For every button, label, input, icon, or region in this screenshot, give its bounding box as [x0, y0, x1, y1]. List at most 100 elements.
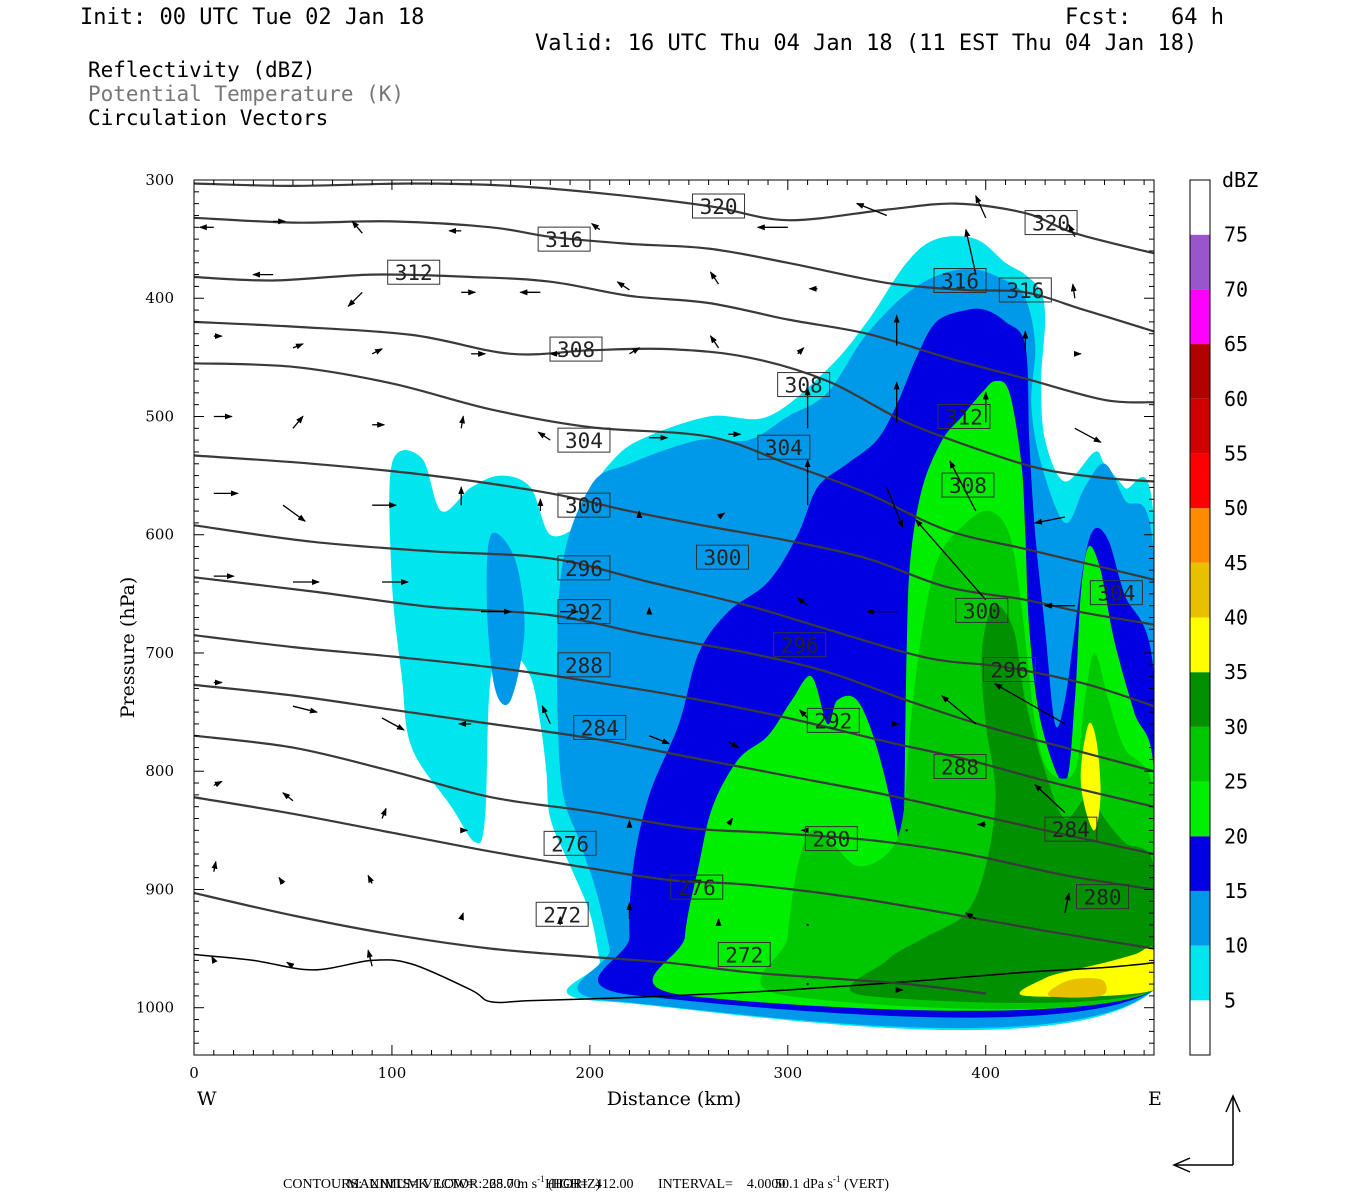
contour-label-box-308-b7 [941, 472, 995, 498]
y-tick-label-1000: 1000 [136, 999, 174, 1017]
vector-77 [726, 817, 733, 826]
vector-7 [975, 194, 987, 219]
contour-label-292-a7: 292 [565, 601, 603, 625]
max-vert-value: 50.1 dPa s [775, 1177, 833, 1192]
contour-label-272-a12: 272 [543, 903, 581, 927]
vector-73 [282, 792, 294, 802]
circulation-vectors [198, 194, 1102, 993]
reflectivity-region-40-9 [1047, 978, 1107, 998]
contour-label-284-b14: 284 [1052, 818, 1090, 842]
colorbar-seg-15 [1190, 180, 1210, 235]
colorbar-label-55: 55 [1224, 441, 1248, 465]
x-tick-label-400: 400 [971, 1064, 1000, 1082]
vector-59 [915, 519, 987, 601]
vector-94 [366, 949, 373, 967]
contour-label-308-a3: 308 [557, 338, 595, 362]
contour-label-300-b5: 300 [704, 546, 742, 570]
contour-label-box-280-a10 [804, 826, 858, 852]
contour-label-box-320-a0 [692, 193, 746, 219]
vector-92 [211, 955, 218, 965]
y-tick-label-900: 900 [145, 880, 174, 898]
contour-label-box-296-b9 [773, 632, 827, 658]
max-horiz-tag: (HORIZ) [548, 1177, 601, 1192]
vector-19 [292, 343, 304, 350]
contour-label-box-312-a2 [387, 259, 441, 285]
contour-label-300-b8: 300 [963, 599, 1001, 623]
vector-85 [458, 912, 464, 921]
vector-93 [286, 961, 295, 969]
contour-label-288-a8: 288 [565, 654, 603, 678]
colorbar-label-5: 5 [1224, 988, 1236, 1012]
vector-23 [629, 347, 641, 355]
contour-label-308-b7: 308 [949, 474, 987, 498]
colorbar-seg-11 [1190, 398, 1210, 454]
colorbar-label-75: 75 [1224, 223, 1248, 247]
contour-label-box-284-b14 [1044, 816, 1098, 842]
colorbar-label-65: 65 [1224, 332, 1248, 356]
contour-label-316-b2: 316 [1006, 279, 1044, 303]
vector-68 [798, 709, 809, 719]
theta-contour-316 [194, 216, 1154, 333]
x-tick-label-200: 200 [576, 1064, 605, 1082]
vector-41 [282, 504, 306, 522]
contour-label-280-a10: 280 [812, 828, 850, 852]
contour-label-312-b6: 312 [945, 405, 983, 429]
vector-24 [709, 335, 720, 349]
colorbar-seg-14 [1190, 234, 1210, 290]
colorbar-label-50: 50 [1224, 496, 1248, 520]
contour-label-box-312-b6 [937, 403, 991, 429]
vector-84 [367, 874, 374, 884]
colorbar-label-70: 70 [1224, 277, 1248, 301]
init-time: Init: 00 UTC Tue 02 Jan 18 [80, 5, 425, 30]
contour-label-box-320-b0 [1024, 210, 1078, 236]
valid-time: Valid: 16 UTC Thu 04 Jan 18 (11 EST Thu … [535, 31, 1198, 56]
contour-label-320-b0: 320 [1032, 212, 1070, 236]
left-arrowhead-icon [1172, 1157, 1191, 1173]
colorbar-label-25: 25 [1224, 770, 1248, 794]
colorbar-seg-6 [1190, 672, 1210, 727]
vector-16 [964, 228, 977, 275]
vector-20 [371, 348, 384, 355]
theta-contour-276 [194, 796, 1154, 950]
colorbar-seg-8 [1190, 562, 1210, 618]
max-horiz-value: 25.7 m s [489, 1177, 538, 1192]
colorbar-label-30: 30 [1224, 715, 1248, 739]
contour-label-box-300-b8 [955, 597, 1009, 623]
footer-contours: CONTOURS: UNITS=K LOW= 268.00 HIGH= 412.… [283, 1177, 786, 1192]
contour-label-276-a11: 276 [551, 832, 589, 856]
theta-contour-288 [194, 634, 1154, 808]
contour-label-308-b3: 308 [785, 374, 823, 398]
colorbar-title: dBZ [1222, 168, 1258, 192]
contour-label-304-b4: 304 [765, 436, 803, 460]
theta-contours [194, 182, 1154, 995]
contour-label-288-b13: 288 [941, 755, 979, 779]
colorbar-frame [1189, 179, 1211, 1056]
colorbar-seg-13 [1190, 289, 1210, 345]
colorbar-seg-4 [1190, 781, 1210, 837]
footer-max-vector-vert: 50.1 dPa s-1 (VERT) [768, 1158, 889, 1193]
contour-label-304-b11: 304 [1097, 582, 1135, 606]
compass-arrows [1172, 1094, 1241, 1173]
vector-39 [1074, 427, 1102, 443]
colorbar-label-35: 35 [1224, 660, 1248, 684]
x-tick-label-300: 300 [773, 1064, 802, 1082]
contour-label-box-292-a7 [557, 599, 611, 625]
reflectivity-region-10-1 [486, 532, 525, 706]
contour-label-296-a6: 296 [565, 557, 603, 581]
colorbar-label-40: 40 [1224, 606, 1248, 630]
contour-label-292-b12: 292 [814, 709, 852, 733]
contour-label-box-304-a4 [557, 427, 611, 453]
x-right-direction-label: E [1148, 1088, 1162, 1110]
colorbar-seg-5 [1190, 726, 1210, 782]
vector-66 [649, 735, 671, 745]
vector-dot-95 [806, 982, 809, 986]
contour-label-box-288-b13 [933, 753, 987, 779]
terrain-line [194, 953, 1154, 1004]
terrain-surface-line [194, 953, 1154, 1004]
colorbar-seg-0 [1190, 1000, 1210, 1055]
vector-71 [994, 683, 1066, 725]
vector-57 [796, 597, 809, 607]
footer-max-vector: MAXIMUM VECTOR: 25.7 m s-1 (HORIZ) [340, 1158, 600, 1193]
contour-label-box-272-b17 [717, 941, 771, 967]
